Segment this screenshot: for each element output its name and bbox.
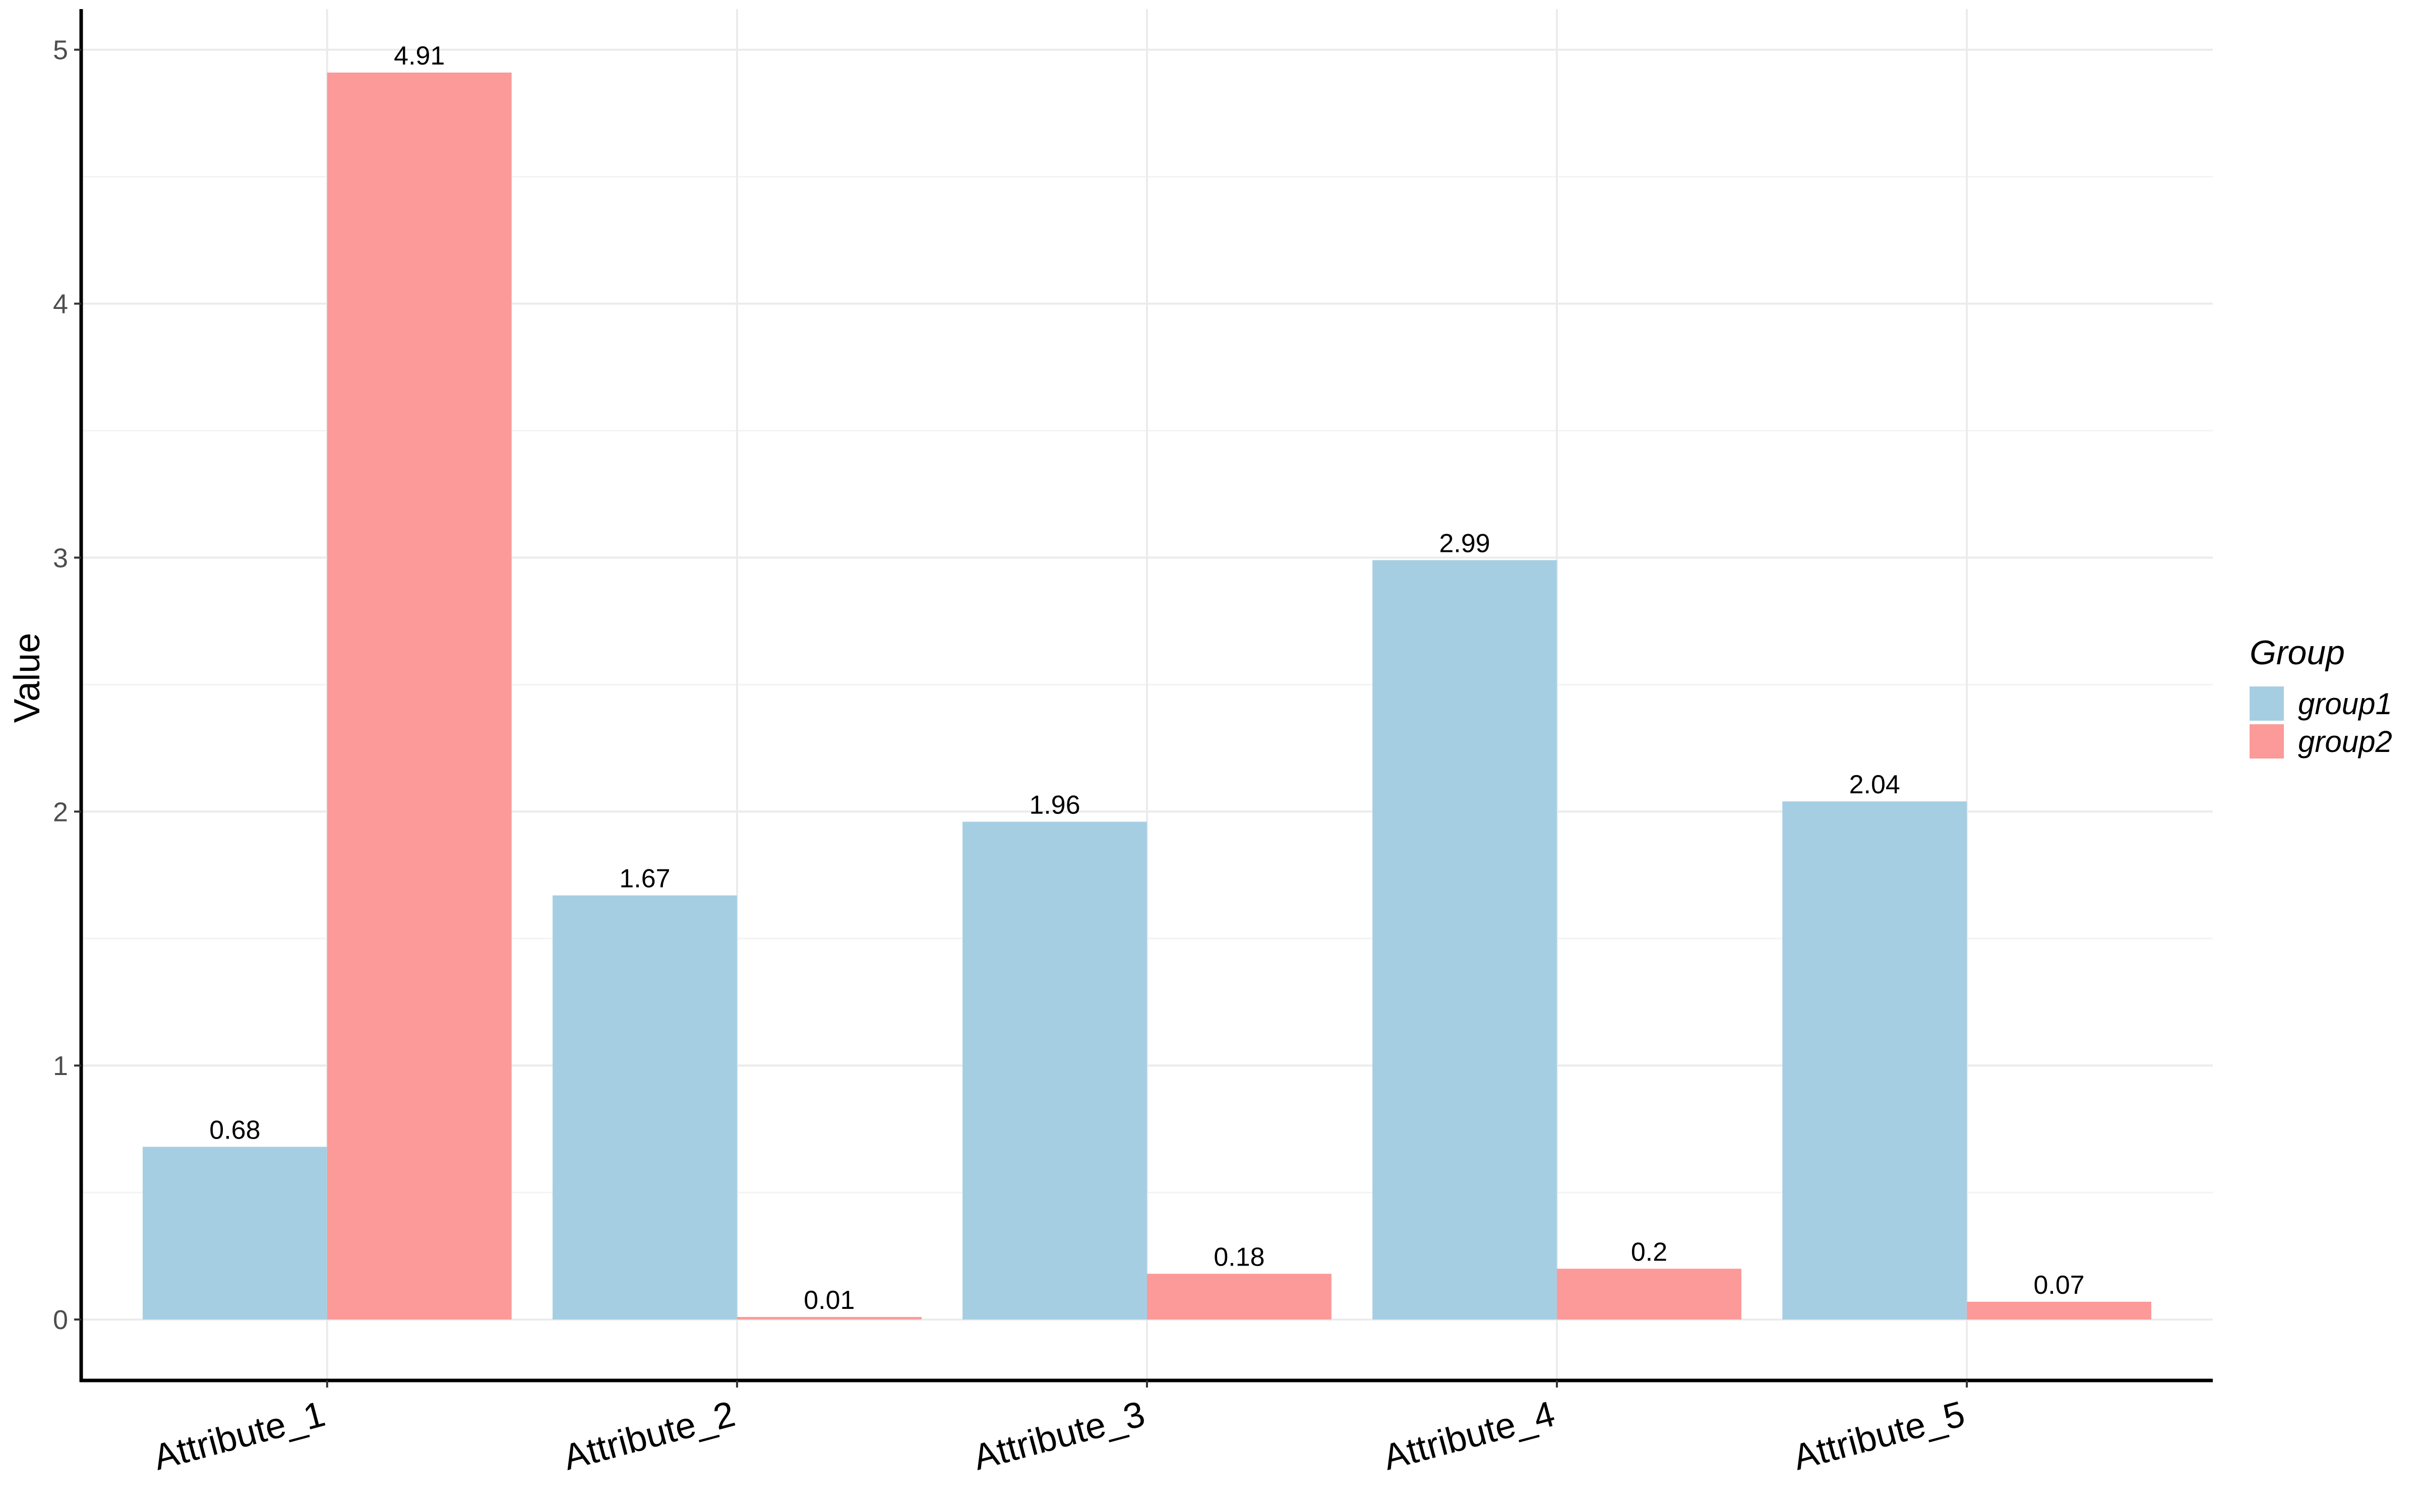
data-label: 0.01 [804,1286,855,1315]
x-tick-label: Attribute_5 [1789,1394,1969,1478]
legend-label-group1: group1 [2298,687,2392,721]
data-label: 1.67 [619,864,670,894]
x-tick-label: Attribute_1 [149,1394,329,1478]
x-tick-label: Attribute_3 [969,1394,1149,1478]
x-axis-ticks: Attribute_1 Attribute_2 Attribute_3 Attribu… [149,1380,1969,1478]
data-label: 2.04 [1849,770,1900,799]
bar-group2-attribute_2 [737,1317,922,1320]
data-label: 0.18 [1214,1242,1264,1272]
bar-group2-attribute_4 [1557,1269,1741,1320]
bar-group1-attribute_2 [553,895,737,1320]
y-tick-label: 1 [53,1051,68,1081]
bar-group2-attribute_5 [1967,1301,2152,1320]
y-tick-label: 2 [53,797,68,827]
bar-group1-attribute_4 [1372,560,1557,1320]
data-label: 0.07 [2033,1271,2084,1300]
x-tick-label: Attribute_4 [1379,1394,1559,1478]
x-tick-label: Attribute_2 [559,1394,739,1478]
y-tick-label: 4 [53,289,68,320]
data-label: 0.2 [1631,1237,1667,1267]
data-label: 2.99 [1439,529,1490,558]
legend-title: Group [2250,634,2345,672]
bar-group2-attribute_1 [327,72,512,1320]
bar-group2-attribute_3 [1147,1274,1332,1320]
data-label: 4.91 [394,41,445,71]
y-axis-ticks: 0 1 2 3 4 5 [53,35,81,1335]
legend-label-group2: group2 [2298,725,2392,759]
bar-group1-attribute_1 [142,1147,327,1320]
bar-group1-attribute_3 [962,822,1147,1320]
bars [142,72,2152,1320]
y-tick-label: 5 [53,35,68,66]
data-label: 1.96 [1029,790,1080,820]
legend-key-group2 [2250,724,2284,759]
y-tick-label: 0 [53,1305,68,1335]
data-label: 0.68 [209,1115,260,1145]
data-labels: 0.68 1.67 1.96 2.99 2.04 4.91 0.01 0.18 0.2 0.07 [209,41,2084,1315]
y-axis-title: Value [7,633,47,723]
y-tick-label: 3 [53,543,68,573]
legend: Group group1 group2 [2250,634,2392,759]
legend-key-group1 [2250,686,2284,721]
bar-group1-attribute_5 [1782,801,1967,1320]
